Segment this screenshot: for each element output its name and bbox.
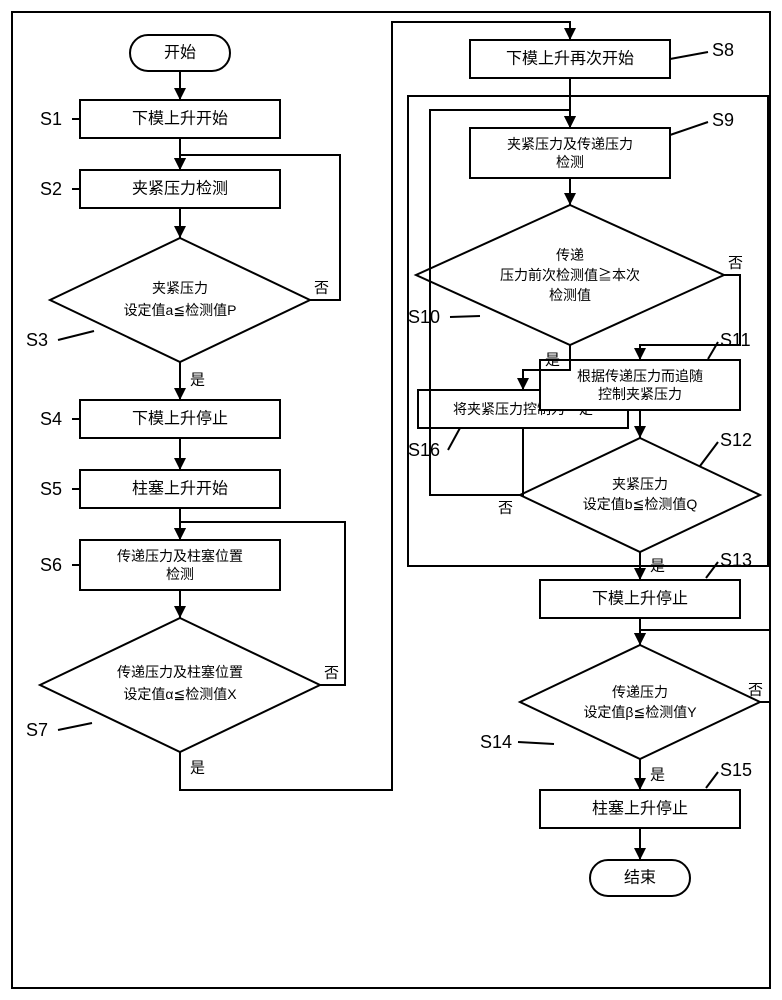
s7-l1: 传递压力及柱塞位置 [117, 664, 243, 680]
s14-l2: 设定值β≦检测值Y [583, 704, 697, 720]
s15-text: 柱塞上升停止 [592, 800, 688, 818]
s14-leader [518, 742, 554, 744]
s14-label: S14 [480, 732, 512, 752]
s16-leader [448, 428, 460, 450]
s7-yes: 是 [190, 760, 205, 777]
s7-no: 否 [324, 665, 339, 682]
s4-label: S4 [40, 409, 62, 429]
s14-yes: 是 [650, 767, 665, 784]
s6-l1: 传递压力及柱塞位置 [117, 548, 243, 564]
s11-label: S11 [720, 330, 751, 350]
s4-text: 下模上升停止 [132, 410, 228, 428]
s7-diamond [40, 618, 320, 752]
s12-leader [700, 442, 718, 466]
s3-no: 否 [314, 280, 329, 297]
s12-l1: 夹紧压力 [612, 476, 668, 492]
s14-l1: 传递压力 [612, 684, 668, 700]
s2-label: S2 [40, 179, 62, 199]
s3-l1: 夹紧压力 [152, 280, 208, 296]
s10-l3: 检测值 [549, 287, 591, 303]
s11-l2: 控制夹紧压力 [598, 386, 682, 402]
s9-l2: 检测 [556, 154, 584, 170]
s3-label: S3 [26, 330, 48, 350]
s3-leader [58, 331, 94, 340]
s10-label: S10 [408, 307, 440, 327]
s16-label: S16 [408, 440, 440, 460]
s10-no: 否 [728, 255, 743, 272]
s12-no: 否 [498, 500, 513, 517]
s9-label: S9 [712, 110, 734, 130]
s8-label: S8 [712, 40, 734, 60]
s2-text: 夹紧压力检测 [132, 180, 228, 198]
s7-l2: 设定值α≦检测值X [123, 686, 237, 702]
s9-leader [670, 122, 708, 135]
s7-label: S7 [26, 720, 48, 740]
s9-l1: 夹紧压力及传递压力 [507, 136, 633, 152]
s13-leader [706, 562, 718, 578]
s10-l1: 传递 [556, 247, 584, 263]
s14-no: 否 [748, 682, 763, 699]
start-text: 开始 [164, 44, 196, 62]
s14-diamond [520, 645, 760, 759]
s10-leader [450, 316, 480, 317]
s7-leader [58, 723, 92, 730]
s1-text: 下模上升开始 [132, 110, 228, 128]
s13-text: 下模上升停止 [592, 590, 688, 608]
s5-label: S5 [40, 479, 62, 499]
s10-l2: 压力前次检测值≧本次 [500, 267, 640, 283]
s5-text: 柱塞上升开始 [132, 480, 228, 498]
s3-diamond [50, 238, 310, 362]
s10-yes: 是 [545, 352, 560, 369]
s8-text: 下模上升再次开始 [506, 50, 634, 68]
s6-label: S6 [40, 555, 62, 575]
s15-label: S15 [720, 760, 752, 780]
s12-label: S12 [720, 430, 752, 450]
s12-l2: 设定值b≦检测值Q [583, 496, 698, 512]
s15-leader [706, 772, 718, 788]
end-text: 结束 [624, 869, 656, 887]
s12-diamond [520, 438, 760, 552]
s3-l2: 设定值a≦检测值P [124, 302, 237, 318]
s11-l1: 根据传递压力而追随 [577, 368, 703, 384]
s8-leader [670, 52, 708, 59]
s1-label: S1 [40, 109, 62, 129]
s3-yes: 是 [190, 372, 205, 389]
s6-l2: 检测 [166, 566, 194, 582]
a-s16-join [520, 428, 523, 495]
